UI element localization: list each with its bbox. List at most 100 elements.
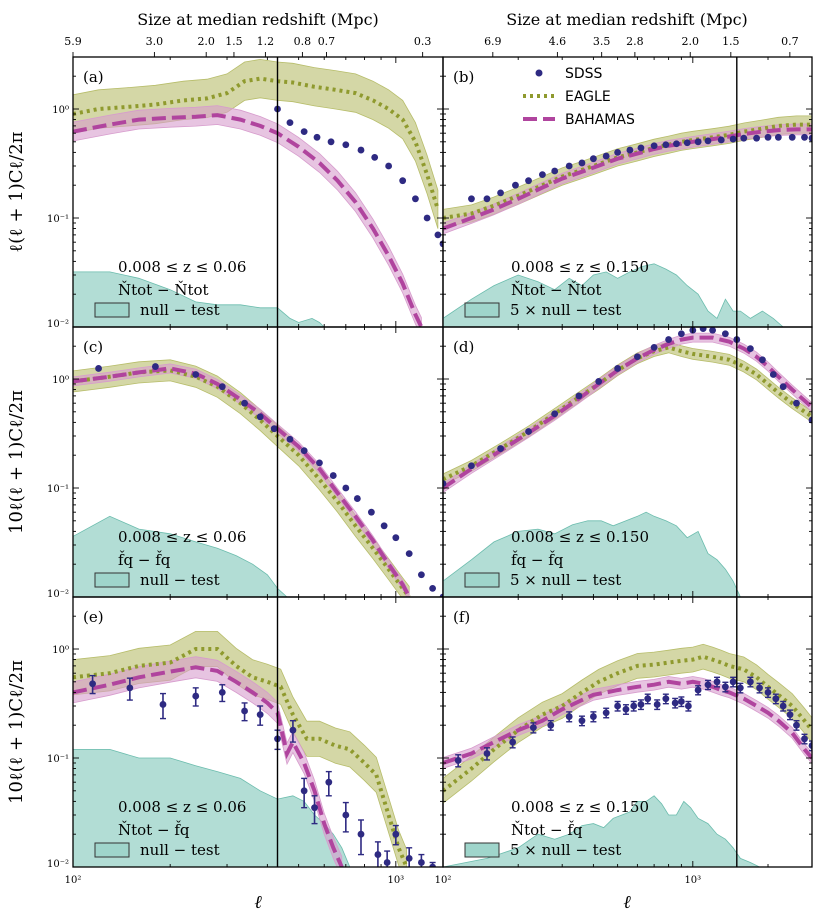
eagle-band xyxy=(73,58,439,229)
sdss-point xyxy=(602,152,610,160)
panel-frame xyxy=(442,596,813,868)
sdss-point xyxy=(662,141,670,149)
sdss-point xyxy=(614,148,622,156)
sdss-point xyxy=(405,550,413,558)
top-tick-label: 1.5 xyxy=(722,35,740,48)
null-test-legend-swatch xyxy=(94,302,130,318)
sdss-point xyxy=(497,189,504,197)
z-range-label: 0.008 ≤ z ≤ 0.150 xyxy=(511,528,649,546)
sdss-point xyxy=(439,593,443,597)
sdss-point xyxy=(423,214,431,222)
y-tick-label: 10⁻¹ xyxy=(47,214,69,225)
sdss-point xyxy=(717,136,725,144)
sdss-point xyxy=(740,134,748,142)
sdss-point xyxy=(653,701,661,708)
sdss-point xyxy=(357,830,365,838)
z-range-label: 0.008 ≤ z ≤ 0.150 xyxy=(511,798,649,816)
sdss-point xyxy=(497,445,504,452)
sdss-point xyxy=(289,726,297,734)
sdss-point xyxy=(721,330,729,338)
sdss-point xyxy=(736,684,744,692)
sdss-point xyxy=(801,735,808,743)
sdss-point xyxy=(218,688,226,696)
sdss-point xyxy=(637,701,645,708)
plot-area xyxy=(443,643,812,867)
panel-letter: (d) xyxy=(453,338,474,356)
sdss-point xyxy=(662,695,670,703)
sdss-point xyxy=(578,159,586,167)
sdss-point xyxy=(539,171,546,179)
sdss-point xyxy=(483,195,491,203)
sdss-point xyxy=(801,133,808,141)
sdss-point xyxy=(808,134,812,142)
sdss-point xyxy=(729,678,737,686)
panel-e: 10⁻² 10⁻¹ 10⁰ 10² 10³ (e) 0.008 ≤ z ≤ 0.06 Ňtot… xyxy=(47,596,444,886)
sdss-point xyxy=(575,392,583,400)
sdss-point xyxy=(677,330,685,338)
sdss-point xyxy=(353,495,361,502)
sdss-point xyxy=(764,133,772,141)
quantity-label: f̌q − f̌q xyxy=(511,551,564,569)
bahamas-band xyxy=(73,656,343,867)
panel-d: (d) 0.008 ≤ z ≤ 0.150 f̌q − f̌q 5 × null − … xyxy=(442,326,813,598)
top-tick-label: 0.3 xyxy=(414,35,432,48)
sdss-point xyxy=(468,195,475,203)
eagle-line xyxy=(73,647,409,867)
sdss-point xyxy=(313,133,321,141)
y-tick-label: 10⁻² xyxy=(47,859,69,870)
top-tick-label: 2.8 xyxy=(626,35,644,48)
eagle-band xyxy=(73,359,410,597)
sdss-point xyxy=(650,343,658,351)
sdss-point xyxy=(746,345,754,353)
sdss-point xyxy=(192,371,200,378)
sdss-point xyxy=(565,713,573,720)
y-tick-label: 10⁰ xyxy=(52,645,69,656)
top-tick-label: 3.5 xyxy=(593,35,611,48)
sdss-point xyxy=(371,153,379,161)
sdss-point xyxy=(756,684,763,692)
y-label-row1: ℓ(ℓ + 1)Cℓ/2π xyxy=(6,131,27,252)
sdss-point xyxy=(327,138,335,146)
sdss-point xyxy=(300,447,308,455)
top-tick-label: 4.6 xyxy=(549,35,567,48)
panel-letter: (b) xyxy=(453,68,474,86)
sdss-point xyxy=(551,167,559,175)
top-tick-label: 2.0 xyxy=(681,35,699,48)
y-label-row2: 10ℓ(ℓ + 1)Cℓ/2π xyxy=(6,390,27,534)
null-test-area xyxy=(73,271,325,327)
sdss-point xyxy=(412,195,419,203)
sdss-point xyxy=(126,684,134,692)
sdss-point xyxy=(683,139,691,147)
legend-eagle-label: EAGLE xyxy=(565,89,611,105)
sdss-point xyxy=(392,534,400,542)
y-label-row3: 10ℓ(ℓ + 1)Cℓ/2π xyxy=(6,660,27,804)
null-test-area xyxy=(443,511,741,597)
sdss-point xyxy=(614,365,622,372)
sdss-point xyxy=(357,146,365,154)
y-tick-label: 10⁰ xyxy=(52,105,69,116)
plot-area xyxy=(443,327,812,597)
panel-letter: (c) xyxy=(83,338,103,356)
sdss-point xyxy=(241,399,248,407)
y-tick-label: 10⁻¹ xyxy=(47,484,69,495)
null-test-legend-swatch xyxy=(464,842,500,858)
x-tick-label: 10² xyxy=(435,875,452,886)
sdss-point xyxy=(779,383,787,391)
null-test-legend-label: null − test xyxy=(140,571,220,589)
sdss-point xyxy=(417,571,425,579)
eagle-band xyxy=(443,341,812,486)
sdss-point xyxy=(429,584,437,592)
sdss-point xyxy=(218,383,226,391)
sdss-point xyxy=(270,425,278,433)
null-test-legend-swatch xyxy=(464,302,500,318)
panel-letter: (f) xyxy=(453,608,470,626)
sdss-point xyxy=(671,699,679,707)
sdss-point xyxy=(630,702,638,710)
sdss-point xyxy=(311,804,318,812)
sdss-point xyxy=(565,162,573,170)
sdss-point xyxy=(793,721,800,729)
sdss-point xyxy=(399,177,407,185)
sdss-point xyxy=(665,336,673,343)
sdss-point xyxy=(808,416,812,424)
